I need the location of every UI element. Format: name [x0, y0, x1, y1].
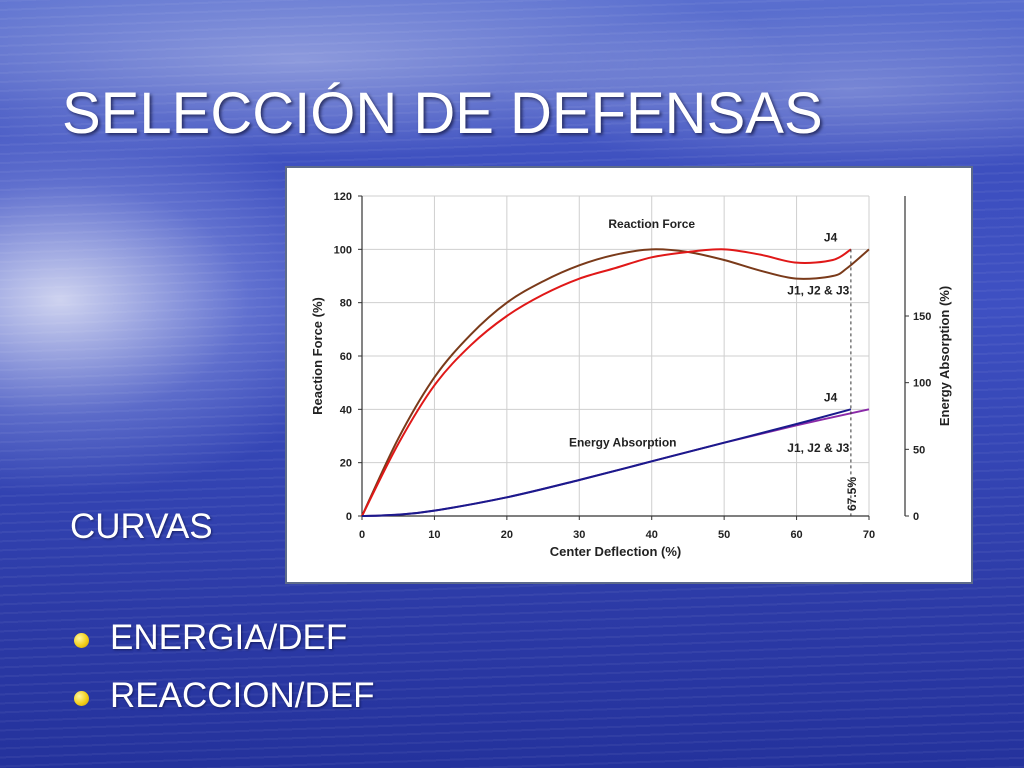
y2-tick-label: 100: [913, 378, 931, 390]
y-tick-label: 60: [340, 351, 352, 363]
chart-annotation: J4: [824, 390, 838, 404]
x-tick-label: 20: [501, 529, 513, 541]
slide-title: SELECCIÓN DE DEFENSAS: [62, 81, 823, 146]
bullet-item: REACCION/DEF: [70, 676, 374, 734]
chart-annotation: J4: [824, 230, 838, 244]
y2-tick-label: 150: [913, 311, 931, 323]
y-tick-label: 120: [334, 191, 352, 203]
x-tick-label: 10: [428, 529, 440, 541]
x-tick-label: 50: [718, 529, 730, 541]
y-tick-label: 0: [346, 511, 352, 523]
x-tick-label: 30: [573, 529, 585, 541]
slide-subtitle: CURVAS: [70, 507, 213, 546]
x-tick-label: 0: [359, 529, 365, 541]
y-tick-label: 20: [340, 458, 352, 470]
bullet-dot-icon: [74, 691, 89, 706]
chart-annotation: Reaction Force: [608, 217, 695, 231]
chart-frame: 0 20 40 60 80 100 120 0 10 20 30 40 50 60 70 0 50 100 150 C…: [285, 166, 973, 584]
bullet-text: REACCION/DEF: [110, 676, 375, 715]
series-line-reaction-force-j4: [361, 248, 852, 517]
x-tick-label: 60: [790, 529, 802, 541]
chart-svg: 0 20 40 60 80 100 120 0 10 20 30 40 50 60 70 0 50 100 150 C…: [310, 191, 952, 559]
deflection-limit-label: 67.5%: [845, 477, 859, 511]
series-line-reaction-force-j1-j2-j3: [361, 248, 870, 517]
y-tick-label: 80: [340, 298, 352, 310]
y-tick-label: 100: [334, 244, 352, 256]
y2-tick-label: 0: [913, 511, 919, 523]
bullet-item: ENERGIA/DEF: [70, 618, 374, 676]
chart-annotation: Energy Absorption: [569, 436, 677, 450]
bullet-list: ENERGIA/DEF REACCION/DEF: [70, 618, 374, 734]
y-axis-label: Reaction Force (%): [310, 297, 325, 415]
x-axis-label: Center Deflection (%): [550, 544, 681, 559]
bullet-text: ENERGIA/DEF: [110, 618, 348, 657]
y2-axis-label: Energy Absorption (%): [937, 286, 952, 426]
series-line-energy-absorption-j4: [361, 408, 852, 517]
chart-annotation: J1, J2 & J3: [787, 441, 849, 455]
bullet-dot-icon: [74, 633, 89, 648]
y2-tick-label: 50: [913, 444, 925, 456]
chart-annotation: J1, J2 & J3: [787, 284, 849, 298]
y-tick-label: 40: [340, 404, 352, 416]
x-tick-label: 70: [863, 529, 875, 541]
x-tick-label: 40: [646, 529, 658, 541]
